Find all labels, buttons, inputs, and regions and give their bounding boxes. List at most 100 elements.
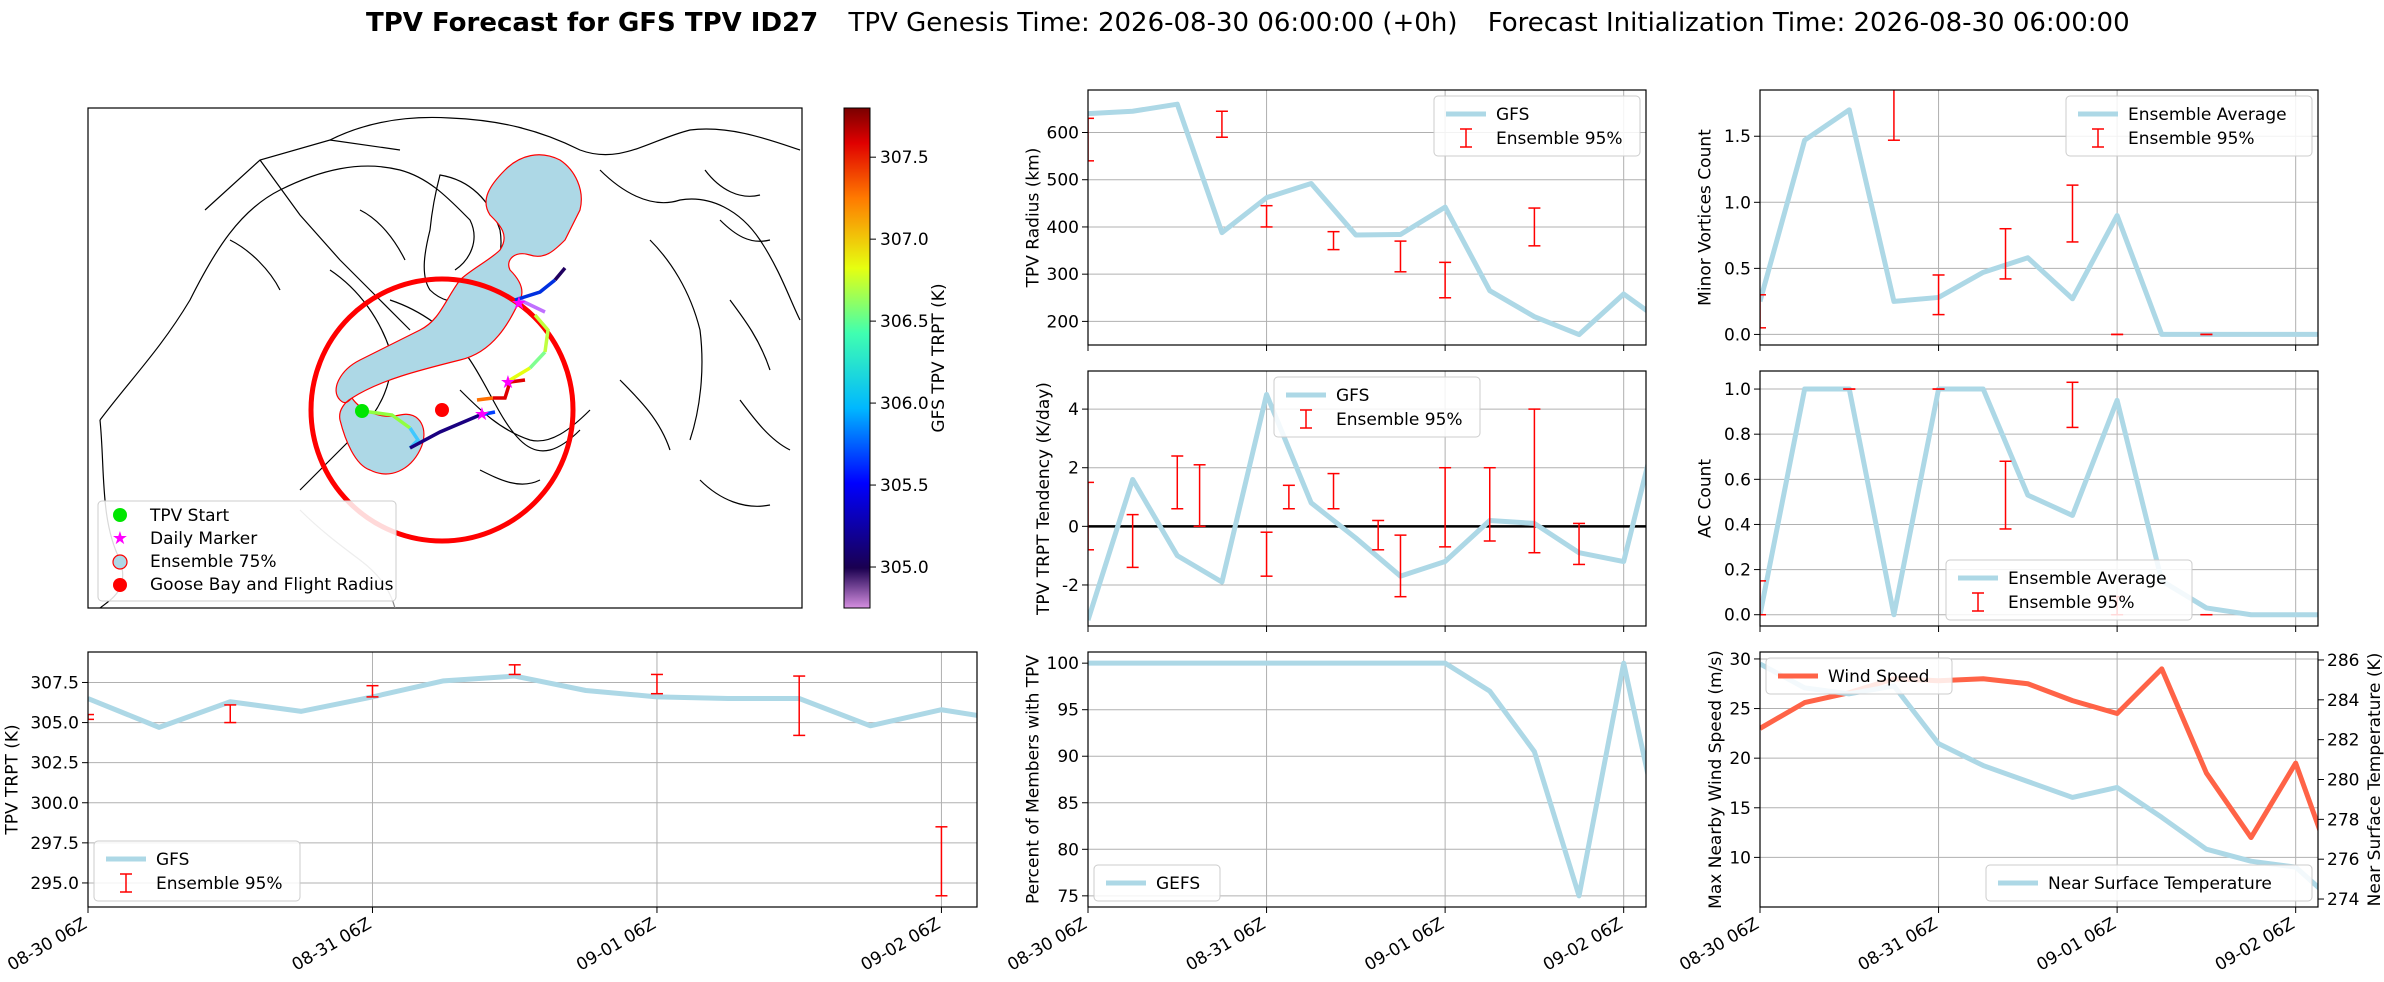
series-line-main <box>1088 391 1646 621</box>
axes-frame <box>1759 89 2319 346</box>
colorbar-tick-label: 307.0 <box>880 230 929 250</box>
tpv-track <box>361 266 567 450</box>
legend-label: Ensemble Average <box>2128 105 2287 125</box>
axes-frame <box>1759 370 2319 627</box>
errorbar <box>1439 261 1452 299</box>
title-init: Forecast Initialization Time: 2026-08-30… <box>1488 8 2130 38</box>
y-axis-label: TPV Radius (km) <box>1024 148 1044 289</box>
chart-minor: 0.0 0.5 1.0 1.5 Minor Vortices Count Ensemble… <box>1696 89 2319 351</box>
chart-wind: 10 15 20 25 30 274 276 278 280 282 284 286 08-30 06Z… <box>1676 650 2384 975</box>
y-tick-label: 300 <box>1047 265 1079 285</box>
y-axis-label: AC Count <box>1696 459 1716 538</box>
y-tick-label: 0.0 <box>1724 606 1751 626</box>
y-tick-label: 302.5 <box>30 754 79 774</box>
y-tick-label: 1.0 <box>1724 380 1751 400</box>
errorbar <box>1999 227 2012 280</box>
y-axis-label: Percent of Members with TPV <box>1024 655 1044 904</box>
colorbar-tick-label: 306.5 <box>880 312 929 332</box>
x-tick-label: 09-02 06Z <box>1540 914 1626 975</box>
goose-bay-marker <box>435 403 449 417</box>
errorbar <box>366 684 379 698</box>
y-tick-label: 15 <box>1729 799 1751 819</box>
legend-label: Ensemble 95% <box>156 874 283 894</box>
x-tick-label: 09-01 06Z <box>1361 914 1447 975</box>
y-tick-label: 0.6 <box>1724 470 1751 490</box>
plot-marks <box>1088 101 1646 338</box>
y-tick-label: -2 <box>1062 576 1079 596</box>
title-genesis: TPV Genesis Time: 2026-08-30 06:00:00 (+… <box>848 8 1458 38</box>
y-tick-label: 1.0 <box>1724 193 1751 213</box>
title-bold: TPV Forecast for GFS TPV ID27 <box>366 8 818 38</box>
y-tick-label: 4 <box>1068 400 1079 420</box>
chart-tendency: -2 0 2 4 TPV TRPT Tendency (K/day) GFS Ensembl… <box>1034 370 1647 632</box>
series-line-main <box>1088 101 1646 338</box>
y-tick-label: 1.5 <box>1724 127 1751 147</box>
y2-tick-label: 282 <box>2327 731 2359 751</box>
y-tick-label: 200 <box>1047 312 1079 332</box>
series-line-main <box>1760 107 2318 337</box>
colorbar-label: GFS TPV TRPT (K) <box>929 283 949 432</box>
y-axis-label: Max Nearby Wind Speed (m/s) <box>1706 650 1726 909</box>
y-tick-label: 100 <box>1047 654 1079 674</box>
plot-marks <box>1088 391 1646 621</box>
y-tick-label: 95 <box>1057 701 1079 721</box>
y2-tick-label: 278 <box>2327 810 2359 830</box>
errorbar <box>224 704 237 724</box>
colorbar-tick-label: 305.5 <box>880 476 929 496</box>
x-tick-label: 08-30 06Z <box>4 914 90 975</box>
errorbar <box>793 675 806 737</box>
axes-frame <box>1087 370 1647 627</box>
y-axis-label: TPV TRPT Tendency (K/day) <box>1034 382 1054 616</box>
series-line-main <box>88 673 977 730</box>
errorbar <box>1327 472 1340 510</box>
legend-label: GFS <box>1336 386 1369 406</box>
chart-ac: 0.0 0.2 0.4 0.6 0.8 1.0 AC Count Ensemble Avera… <box>1696 370 2319 632</box>
daily-marker-1: ★ <box>474 404 490 425</box>
y-tick-label: 0 <box>1068 517 1079 537</box>
legend-box <box>93 840 301 902</box>
errorbar <box>1483 466 1496 542</box>
legend-label: Ensemble 95% <box>1336 410 1463 430</box>
errorbar <box>1327 230 1340 251</box>
axes-frame <box>1087 89 1647 346</box>
y-tick-label: 0.5 <box>1724 259 1751 279</box>
y2-axis-label: Near Surface Temperature (K) <box>2365 653 2384 907</box>
legend-box <box>2065 95 2313 157</box>
legend-label: Near Surface Temperature <box>2048 874 2272 894</box>
legend-daily-marker: Daily Marker <box>150 529 257 549</box>
legend: Ensemble Average Ensemble 95% <box>2065 95 2313 157</box>
map-legend-box <box>97 500 397 602</box>
y-tick-label: 500 <box>1047 171 1079 191</box>
errorbar <box>1932 274 1945 316</box>
y-tick-label: 85 <box>1057 794 1079 814</box>
y-tick-label: 2 <box>1068 459 1079 479</box>
errorbar <box>1260 204 1273 228</box>
x-tick-label: 08-31 06Z <box>1855 914 1941 975</box>
errorbar <box>1394 240 1407 273</box>
errorbar <box>2066 184 2079 243</box>
chart-members: 75 80 85 90 95 100 08-30 06Z 08-31 06Z 09-01 06Z… <box>1004 651 1647 975</box>
legend-tpv-start: TPV Start <box>149 506 230 526</box>
y-tick-label: 300.0 <box>30 794 79 814</box>
x-tick-label: 09-01 06Z <box>2033 914 2119 975</box>
errorbar <box>935 826 948 897</box>
daily-marker-3: ★ <box>511 293 527 314</box>
y-axis-label: Minor Vortices Count <box>1696 129 1716 306</box>
errorbar <box>1999 460 2012 530</box>
errorbar <box>1193 464 1206 528</box>
y-tick-label: 10 <box>1729 848 1751 868</box>
legend-goose-bay: Goose Bay and Flight Radius <box>150 575 394 595</box>
y2-tick-label: 280 <box>2327 771 2359 791</box>
y-tick-label: 30 <box>1729 650 1751 670</box>
axes-frame <box>87 651 978 908</box>
y-tick-label: 0.8 <box>1724 425 1751 445</box>
y-tick-label: 0.0 <box>1724 325 1751 345</box>
legend-box <box>1765 657 1953 695</box>
legend: GFS Ensemble 95% <box>93 840 301 902</box>
legend-label: GFS <box>156 850 189 870</box>
plot-marks <box>88 664 977 897</box>
flight-radius-circle <box>308 276 576 544</box>
errorbar <box>1887 90 1900 141</box>
